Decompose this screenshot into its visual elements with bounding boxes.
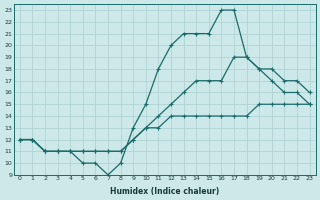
X-axis label: Humidex (Indice chaleur): Humidex (Indice chaleur): [110, 187, 219, 196]
